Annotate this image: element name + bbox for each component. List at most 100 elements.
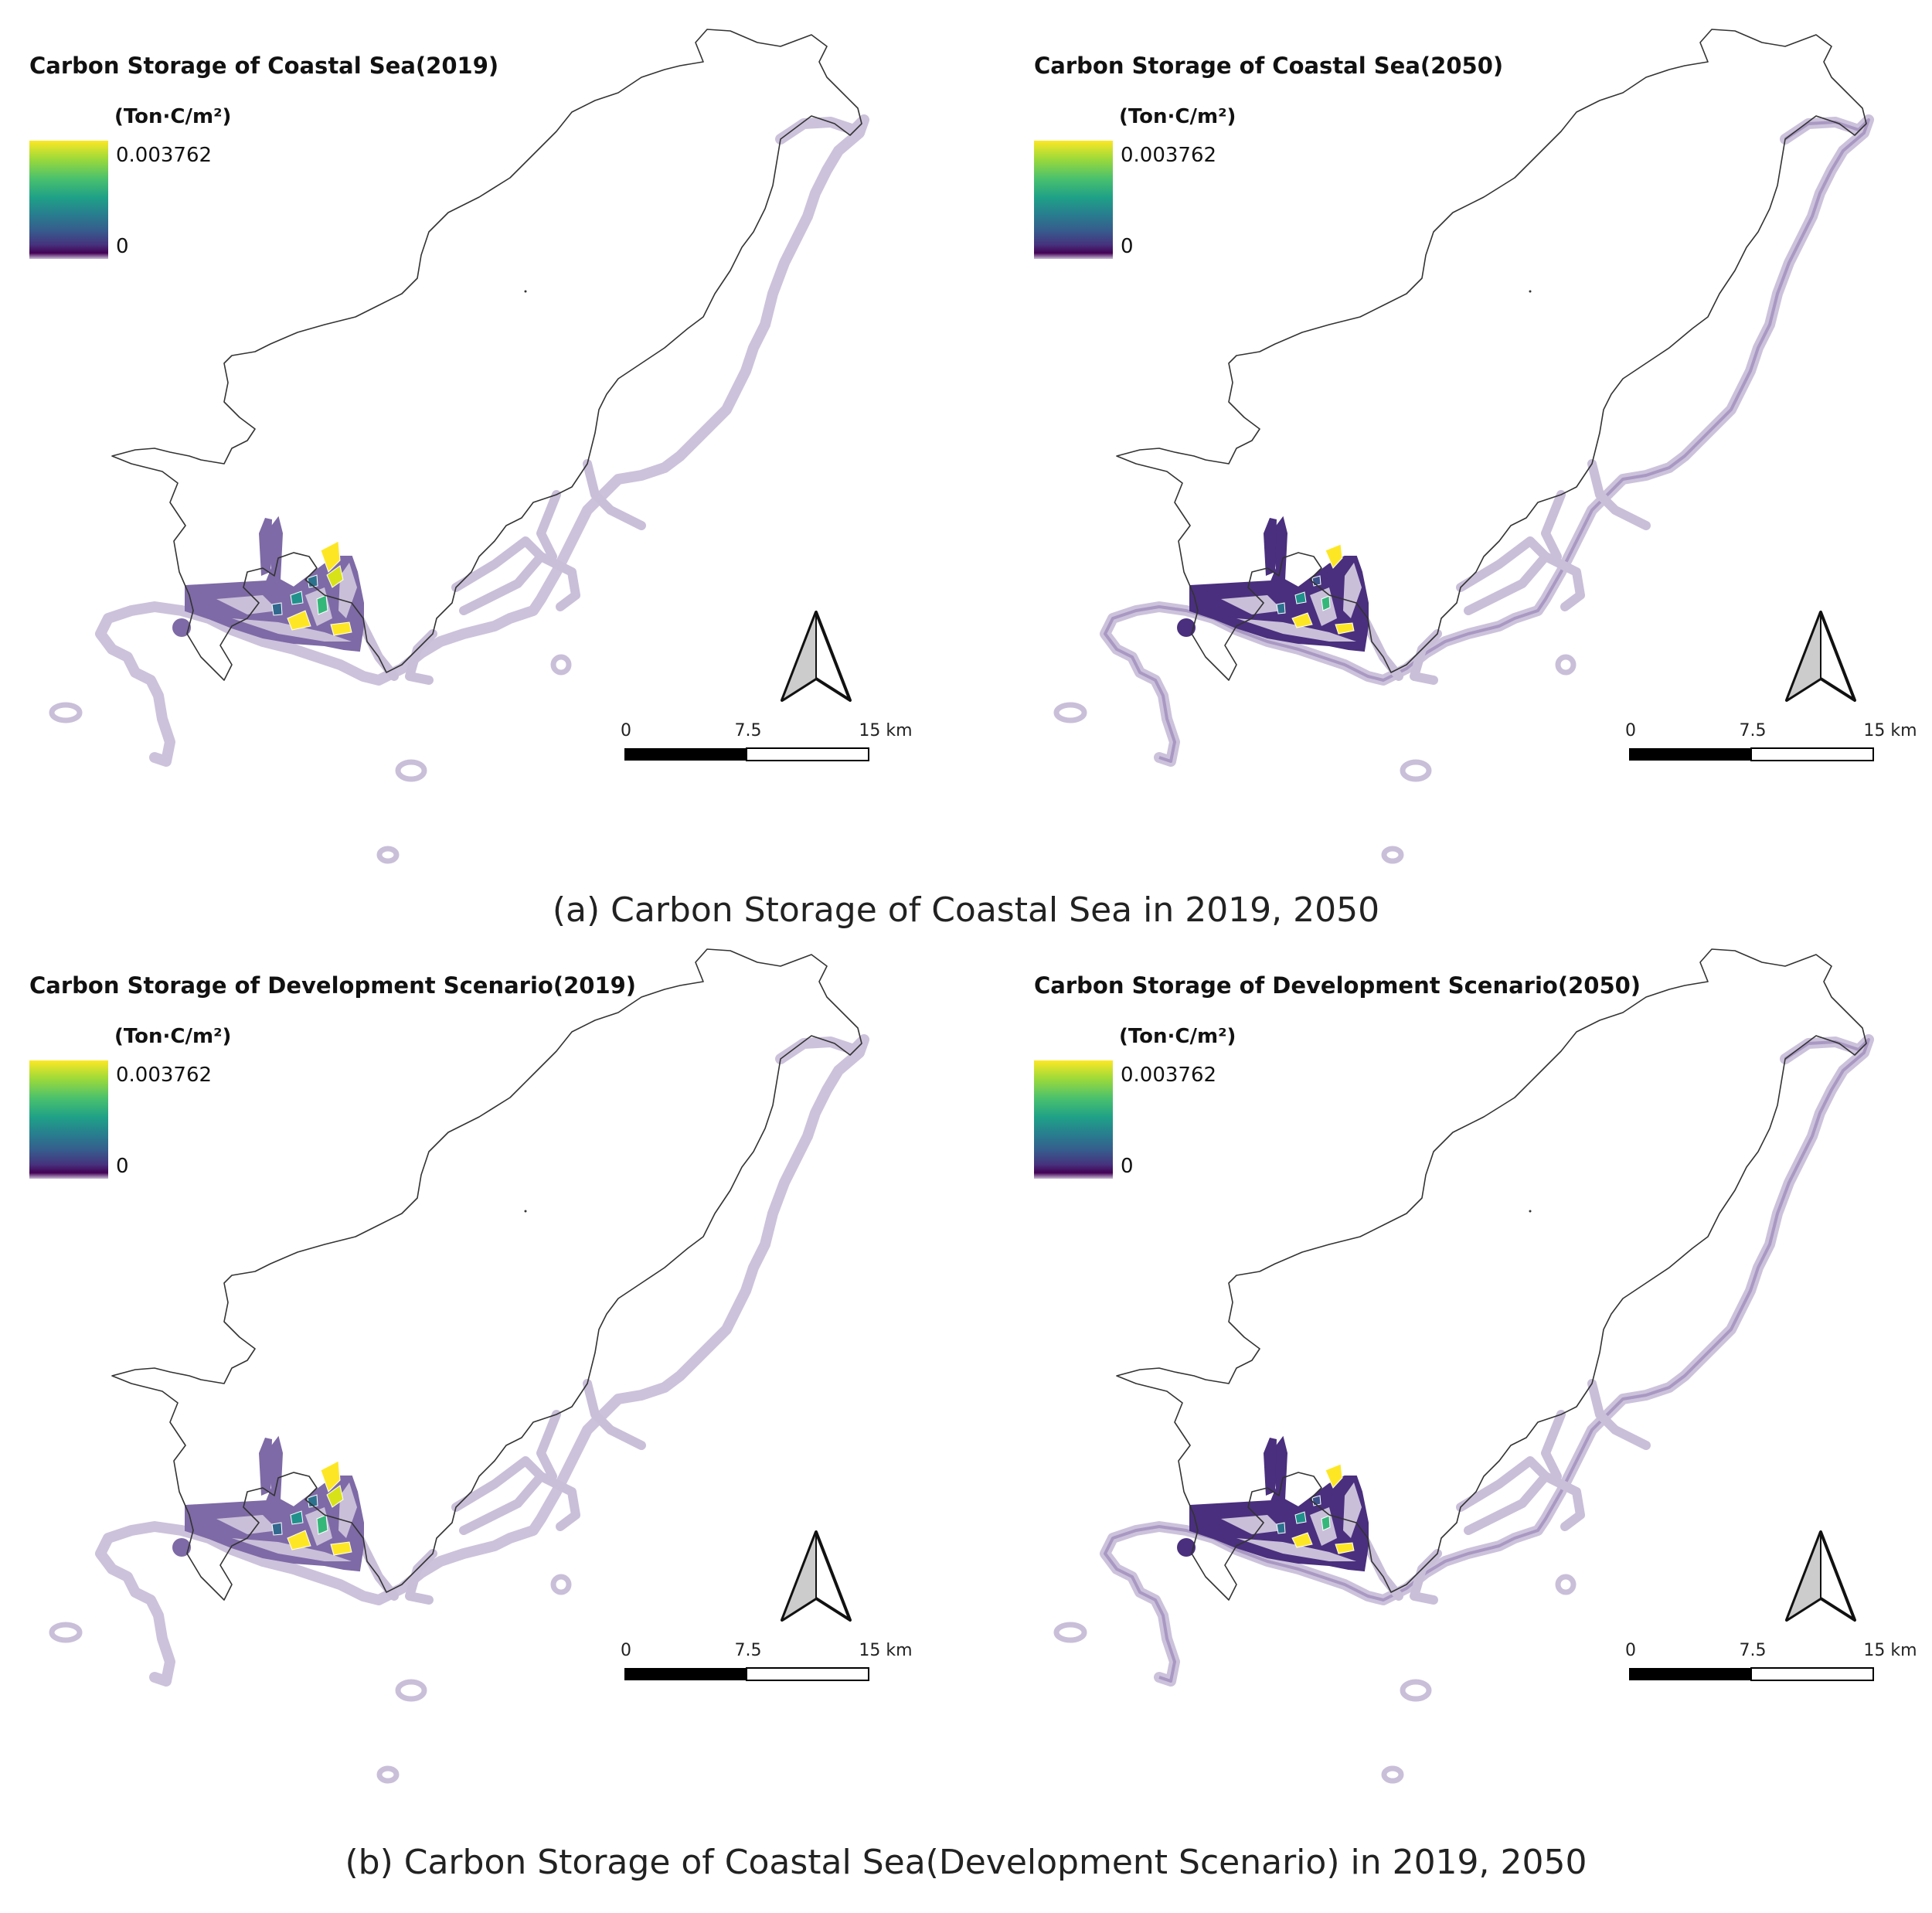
inlet-band	[1456, 1456, 1550, 1535]
legend-color-ramp	[1034, 1060, 1113, 1179]
carbon-storage-patch	[1276, 602, 1286, 614]
coastal-sea-edge	[1104, 1038, 1870, 1683]
carbon-storage-patch	[1276, 1522, 1286, 1534]
inlet-band	[1541, 552, 1585, 611]
carbon-storage-patch	[1291, 612, 1313, 628]
carbon-storage-patch	[1321, 595, 1331, 611]
map-dot	[1529, 1210, 1532, 1213]
carbon-storage-patch	[287, 610, 311, 631]
island	[49, 1622, 83, 1643]
map-dot	[524, 1210, 527, 1213]
inlet-band	[1587, 459, 1651, 530]
harbor-clear-zone	[1221, 595, 1283, 614]
legend-max-value: 0.003762	[116, 144, 213, 167]
carbon-storage-patch	[320, 1460, 341, 1493]
scale-bar: 0 7.5 15 km	[621, 1641, 913, 1681]
map-panel-b-2050: Carbon Storage of Development Scenario(2…	[1005, 920, 1932, 1793]
map-panel-a-2019: Carbon Storage of Coastal Sea(2019) (Ton…	[0, 0, 966, 873]
land-outline	[1116, 29, 1867, 681]
legend-color-ramp	[29, 1060, 108, 1179]
inlet-band	[1456, 536, 1550, 615]
map-dot	[1529, 290, 1532, 293]
island	[376, 1765, 400, 1784]
north-arrow-icon	[781, 611, 852, 702]
carbon-storage-patch	[290, 591, 304, 605]
harbor-clear-zone	[1343, 563, 1362, 618]
island	[395, 1679, 427, 1702]
harbor-clear-zone	[216, 1515, 278, 1534]
scale-bar-label: 15 km	[859, 721, 912, 740]
map-dot	[524, 290, 527, 293]
coastal-map: 0 7.5 15 km	[49, 948, 913, 1784]
scale-bar-label: 7.5	[1740, 1641, 1767, 1660]
inlet-band	[536, 1410, 561, 1481]
carbon-storage-patch	[271, 1522, 283, 1536]
carbon-storage-patch	[1335, 622, 1355, 635]
scale-bar: 0 7.5 15 km	[621, 721, 913, 761]
map-title: Carbon Storage of Coastal Sea(2019)	[29, 53, 499, 79]
carbon-storage-patch	[1321, 1515, 1331, 1531]
coastal-sea-band	[95, 114, 869, 767]
carbon-storage-patch	[287, 1530, 311, 1550]
scale-bar-label: 7.5	[735, 721, 762, 740]
island	[1400, 759, 1432, 782]
north-arrow-icon	[781, 1530, 852, 1622]
carbon-storage-patch	[316, 1514, 328, 1535]
scale-bar-label: 15 km	[1863, 721, 1917, 740]
map-title: Carbon Storage of Development Scenario(2…	[29, 972, 637, 999]
legend-color-ramp	[29, 141, 108, 259]
island	[1381, 846, 1404, 864]
legend-unit: (Ton·C/m²)	[114, 105, 232, 128]
scale-bar: 0 7.5 15 km	[1625, 1641, 1917, 1681]
legend-unit: (Ton·C/m²)	[114, 1025, 232, 1048]
caption-b: (b) Carbon Storage of Coastal Sea(Develo…	[345, 1843, 1587, 1882]
harbor-basin	[172, 1538, 191, 1557]
harbor-clear-zone	[338, 563, 357, 618]
land-outline	[111, 29, 862, 681]
coastal-sea-edge	[1104, 118, 1870, 763]
carbon-storage-patch	[290, 1510, 304, 1525]
carbon-storage-patch	[1325, 1463, 1343, 1489]
legend-min-value: 0	[1121, 235, 1134, 258]
coastal-sea-band	[1100, 114, 1874, 767]
inlet-band	[536, 490, 561, 561]
harbor-basin	[172, 618, 191, 637]
inlet-band	[1587, 1379, 1651, 1450]
legend-color-ramp	[1034, 141, 1113, 259]
coastal-sea-band	[1100, 1034, 1874, 1687]
inlet-band	[536, 1472, 580, 1531]
carbon-storage-patch	[330, 1541, 352, 1556]
north-arrow-icon	[1785, 1530, 1856, 1622]
map-title: Carbon Storage of Development Scenario(2…	[1034, 972, 1641, 999]
scale-bar: 0 7.5 15 km	[1625, 721, 1917, 761]
inlet-band	[1541, 490, 1566, 561]
carbon-storage-patch	[1335, 1542, 1355, 1554]
carbon-storage-patch	[316, 594, 328, 615]
caption-a: (a) Carbon Storage of Coastal Sea in 201…	[552, 890, 1380, 930]
island	[1400, 1679, 1432, 1702]
scale-bar-label: 15 km	[1863, 1641, 1917, 1660]
carbon-storage-patch	[330, 621, 352, 636]
legend-max-value: 0.003762	[116, 1064, 213, 1087]
inlet-band	[451, 1456, 546, 1535]
harbor-pier	[1264, 1438, 1277, 1496]
island	[1053, 702, 1087, 723]
harbor-clear-zone	[1236, 1538, 1356, 1561]
coastal-map: 0 7.5 15 km	[1053, 948, 1917, 1784]
island	[395, 759, 427, 782]
coastal-map: 0 7.5 15 km	[1053, 29, 1917, 864]
harbor-basin	[1177, 618, 1196, 637]
scale-bar-label: 0	[1625, 1641, 1636, 1660]
carbon-storage-patch	[326, 1485, 344, 1508]
map-panel-b-2019: Carbon Storage of Development Scenario(2…	[0, 920, 966, 1793]
land-outline	[1116, 948, 1867, 1601]
harbor-clear-zone	[1236, 618, 1356, 642]
carbon-storage-patch	[1294, 591, 1307, 604]
north-arrow-icon	[1785, 611, 1856, 702]
map-title: Carbon Storage of Coastal Sea(2050)	[1034, 53, 1504, 79]
legend-unit: (Ton·C/m²)	[1119, 1025, 1236, 1048]
harbor-clear-zone	[216, 595, 278, 614]
legend-max-value: 0.003762	[1121, 1064, 1217, 1087]
carbon-storage-patch	[271, 602, 283, 616]
harbor-pier	[259, 1438, 272, 1496]
